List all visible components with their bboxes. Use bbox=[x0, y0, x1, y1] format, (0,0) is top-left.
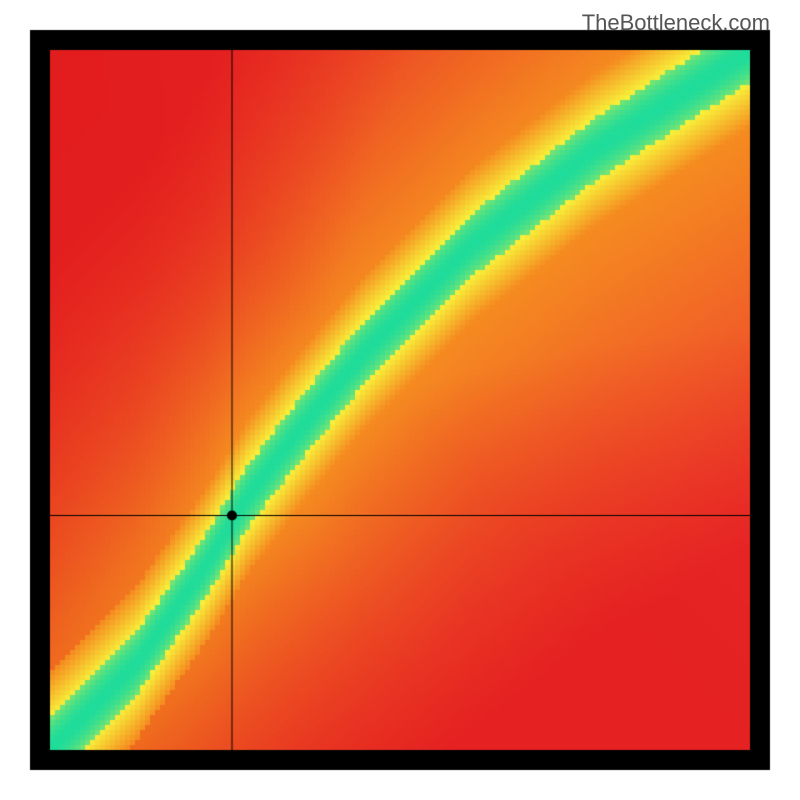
watermark-label: TheBottleneck.com bbox=[582, 10, 770, 36]
bottleneck-heatmap bbox=[0, 0, 800, 800]
chart-container: TheBottleneck.com bbox=[0, 0, 800, 800]
